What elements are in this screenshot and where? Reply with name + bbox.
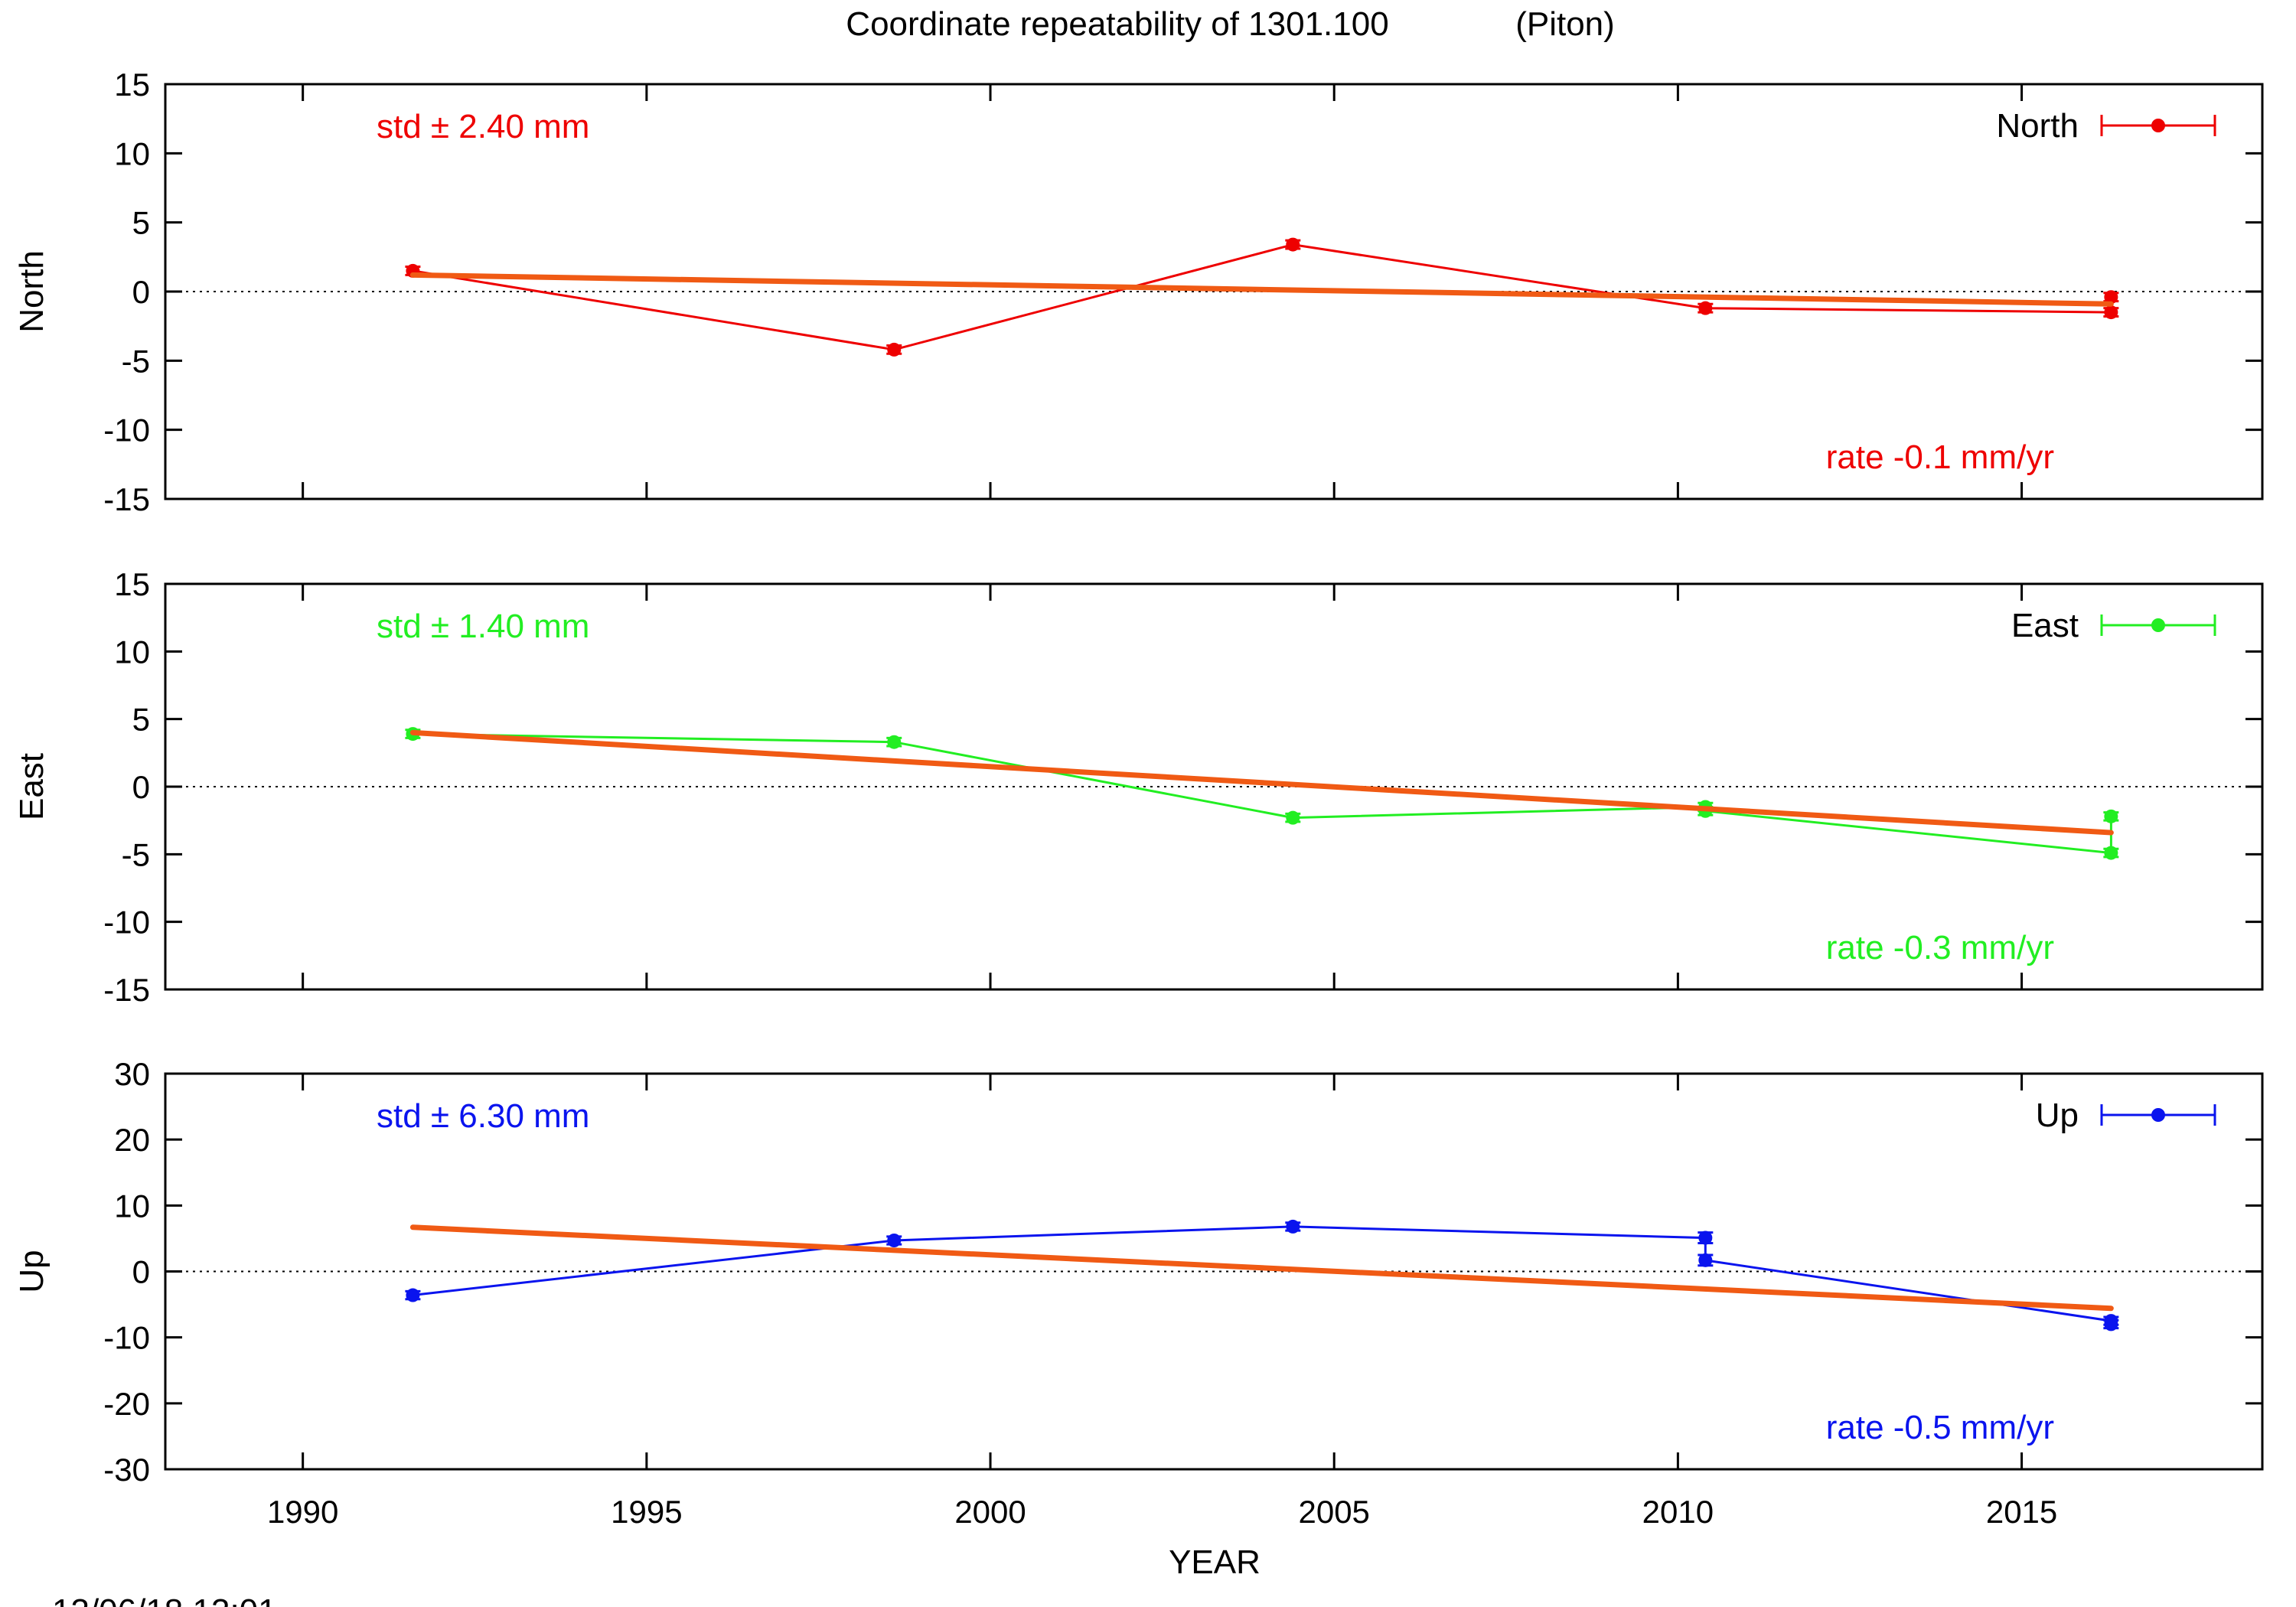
up-legend-label: Up	[2036, 1097, 2079, 1134]
east-y-tick-label: 15	[114, 566, 150, 602]
north-trend-line	[409, 272, 2114, 307]
up-data-point	[1286, 1219, 1300, 1234]
x-tick-label: 2010	[1642, 1494, 1714, 1530]
east-legend-label: East	[2011, 607, 2079, 644]
up-y-tick-label: 0	[132, 1254, 150, 1290]
up-data-point	[1698, 1231, 1713, 1245]
north-legend-label: North	[1996, 107, 2079, 145]
up-y-tick-label: -30	[103, 1452, 150, 1488]
up-y-axis-label: Up	[13, 1250, 51, 1292]
north-y-axis-label: North	[13, 250, 51, 333]
east-y-tick-label: -15	[103, 972, 150, 1008]
north-data-point	[1698, 301, 1713, 315]
east-series-line	[413, 732, 2112, 855]
x-tick-label: 1990	[267, 1494, 338, 1530]
up-data-point	[2104, 1317, 2118, 1332]
east-y-tick-label: 0	[132, 769, 150, 805]
up-trend-line	[409, 1224, 2114, 1312]
east-legend-marker	[2151, 618, 2165, 632]
east-y-tick-label: -5	[122, 836, 150, 872]
x-tick-label: 2000	[954, 1494, 1026, 1530]
up-y-tick-label: 20	[114, 1122, 150, 1158]
north-rate-label: rate -0.1 mm/yr	[1826, 438, 2054, 476]
east-data-point	[1286, 810, 1300, 825]
east-trend-line	[409, 729, 2114, 836]
east-y-tick-label: 5	[132, 702, 150, 738]
x-tick-label: 1995	[611, 1494, 682, 1530]
east-rate-label: rate -0.3 mm/yr	[1826, 929, 2054, 966]
up-y-tick-label: -10	[103, 1320, 150, 1356]
north-y-tick-label: -15	[103, 481, 150, 517]
north-y-tick-label: -10	[103, 412, 150, 448]
up-rate-label: rate -0.5 mm/yr	[1826, 1409, 2054, 1446]
north-std-label: std ± 2.40 mm	[377, 108, 589, 145]
north-legend-marker	[2151, 119, 2165, 132]
east-y-tick-label: -10	[103, 905, 150, 940]
x-tick-label: 2015	[1986, 1494, 2057, 1530]
north-y-tick-label: -5	[122, 343, 150, 379]
north-y-tick-label: 0	[132, 274, 150, 310]
east-std-label: std ± 1.40 mm	[377, 608, 589, 645]
up-std-label: std ± 6.30 mm	[377, 1097, 589, 1135]
north-data-point	[887, 342, 902, 357]
chart-title: Coordinate repeatability of 1301.100	[846, 5, 1388, 43]
timestamp: 13/06/18 13:01	[52, 1592, 277, 1607]
up-data-point	[406, 1288, 420, 1302]
up-data-point	[1698, 1253, 1713, 1267]
east-y-axis-label: East	[13, 753, 51, 820]
north-y-tick-label: 15	[114, 67, 150, 103]
north-data-point	[2104, 290, 2118, 305]
up-legend-marker	[2151, 1108, 2165, 1122]
east-data-point	[2104, 846, 2118, 860]
north-y-tick-label: 10	[114, 135, 150, 171]
north-data-point	[1286, 237, 1300, 252]
x-tick-label: 2005	[1298, 1494, 1369, 1530]
east-data-point	[887, 735, 902, 749]
up-data-point	[887, 1234, 902, 1248]
east-data-point	[2104, 809, 2118, 823]
up-y-tick-label: 10	[114, 1188, 150, 1224]
east-y-tick-label: 10	[114, 634, 150, 670]
chart-site-name: (Piton)	[1515, 5, 1615, 43]
up-y-tick-label: -20	[103, 1386, 150, 1422]
up-y-tick-label: 30	[114, 1056, 150, 1092]
x-axis-label: YEAR	[1169, 1543, 1261, 1581]
north-data-point	[2104, 305, 2118, 320]
north-y-tick-label: 5	[132, 205, 150, 241]
